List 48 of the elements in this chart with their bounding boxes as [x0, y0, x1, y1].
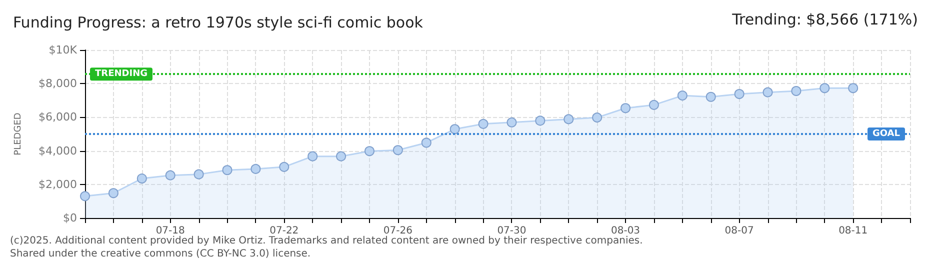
point — [80, 191, 90, 202]
x-tick-label: 07-26 — [383, 226, 412, 236]
point — [734, 89, 744, 100]
point — [706, 92, 716, 102]
y-tick-label: $2,000 — [38, 178, 77, 191]
text: Trending: $8,566 (171%) — [731, 10, 918, 28]
point — [250, 164, 261, 174]
point — [136, 174, 147, 184]
ref-line-label: GOAL — [872, 129, 900, 139]
point — [564, 114, 574, 124]
point — [677, 90, 688, 101]
point — [620, 103, 631, 114]
point — [308, 151, 318, 162]
chart-title: Funding Progress: a retro 1970s style sci-fi comic book — [13, 14, 424, 32]
x-tick-label: 07-18 — [156, 226, 185, 236]
point — [820, 83, 830, 94]
point — [848, 83, 858, 94]
point — [478, 118, 488, 129]
x-tick-label: 07-30 — [497, 226, 526, 236]
y-tick-label: $6,000 — [38, 110, 77, 124]
y-tick-label: $10K — [48, 44, 78, 56]
point — [648, 100, 659, 110]
point — [535, 116, 546, 126]
x-tick-label: 08-03 — [610, 226, 640, 236]
x-tick-label: 08-07 — [724, 226, 754, 236]
point — [592, 112, 602, 123]
point — [336, 151, 346, 162]
point — [506, 117, 517, 128]
text: Shared under the creative commons (CC BY-NC 3.0) license. — [10, 248, 311, 260]
text: (c)2025. Additional content provided by Mike Ortiz. Trademarks and related content are owned by their respective companies. — [10, 236, 643, 246]
point — [222, 165, 232, 176]
ref-line-label: TRENDING — [95, 69, 148, 80]
point — [450, 124, 460, 134]
point — [108, 188, 118, 198]
point — [421, 138, 432, 148]
point — [279, 162, 290, 172]
y-axis-title: PLEDGED — [14, 112, 24, 156]
y-tick-label: $4,000 — [38, 144, 77, 158]
point — [762, 87, 773, 98]
point — [165, 170, 176, 180]
y-tick-label: $8,000 — [38, 77, 77, 90]
point — [194, 169, 204, 180]
y-tick-label: $0 — [63, 212, 77, 224]
x-tick-label: 08-11 — [838, 226, 868, 236]
x-tick-label: 07-22 — [270, 226, 299, 236]
point — [791, 86, 802, 96]
point — [392, 145, 403, 156]
point — [364, 146, 374, 156]
